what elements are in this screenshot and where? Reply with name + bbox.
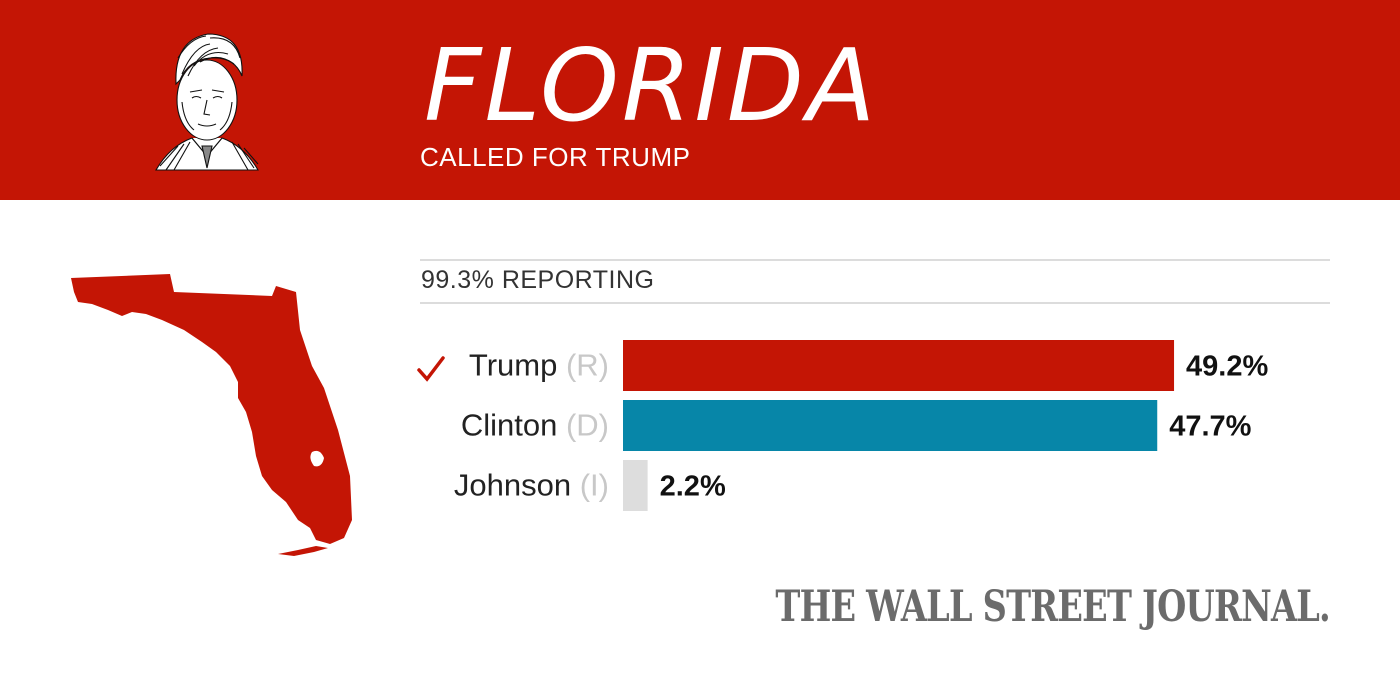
candidate-portrait bbox=[155, 33, 259, 171]
candidate-party: (R) bbox=[566, 348, 609, 383]
call-status: CALLED FOR TRUMP bbox=[420, 142, 691, 172]
bar-clinton bbox=[623, 400, 1158, 451]
florida-map bbox=[71, 274, 352, 556]
candidate-party: (D) bbox=[566, 408, 609, 443]
value-label-trump: 49.2% bbox=[1186, 351, 1268, 383]
reporting-status: 99.3% REPORTING bbox=[421, 266, 655, 294]
value-label-johnson: 2.2% bbox=[660, 471, 726, 503]
candidate-name: Trump bbox=[469, 348, 566, 383]
candidate-name: Johnson bbox=[454, 468, 580, 503]
bar-trump bbox=[623, 340, 1175, 391]
state-title: FLORIDA bbox=[424, 27, 879, 144]
reporting-rule-bottom bbox=[420, 302, 1330, 304]
value-label-clinton: 47.7% bbox=[1169, 411, 1251, 443]
reporting-rule-top bbox=[420, 259, 1330, 261]
candidate-label-trump: Trump (R) bbox=[469, 348, 609, 383]
check-icon bbox=[417, 356, 445, 382]
header-banner: FLORIDA CALLED FOR TRUMP bbox=[0, 0, 1400, 200]
candidate-label-clinton: Clinton (D) bbox=[461, 408, 609, 443]
candidate-party: (I) bbox=[580, 468, 609, 503]
wsj-logo: THE WALL STREET JOURNAL. bbox=[775, 582, 1330, 632]
candidate-name: Clinton bbox=[461, 408, 566, 443]
bar-johnson bbox=[623, 460, 648, 511]
candidate-label-johnson: Johnson (I) bbox=[454, 468, 609, 503]
